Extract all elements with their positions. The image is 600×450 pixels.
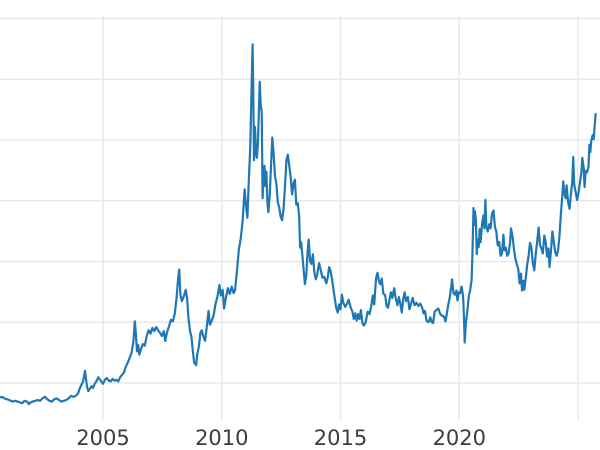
x-tick-label: 2010 bbox=[195, 426, 248, 450]
x-tick-label: 2005 bbox=[76, 426, 129, 450]
price-line bbox=[0, 43, 597, 406]
price-line-series bbox=[0, 43, 597, 406]
x-tick-label: 2020 bbox=[433, 426, 486, 450]
x-axis-tick-labels: 2005 2010 2015 2020 bbox=[76, 426, 486, 450]
vertical-gridlines bbox=[102, 16, 579, 420]
x-tick-label: 2015 bbox=[314, 426, 367, 450]
horizontal-gridlines bbox=[0, 17, 600, 384]
